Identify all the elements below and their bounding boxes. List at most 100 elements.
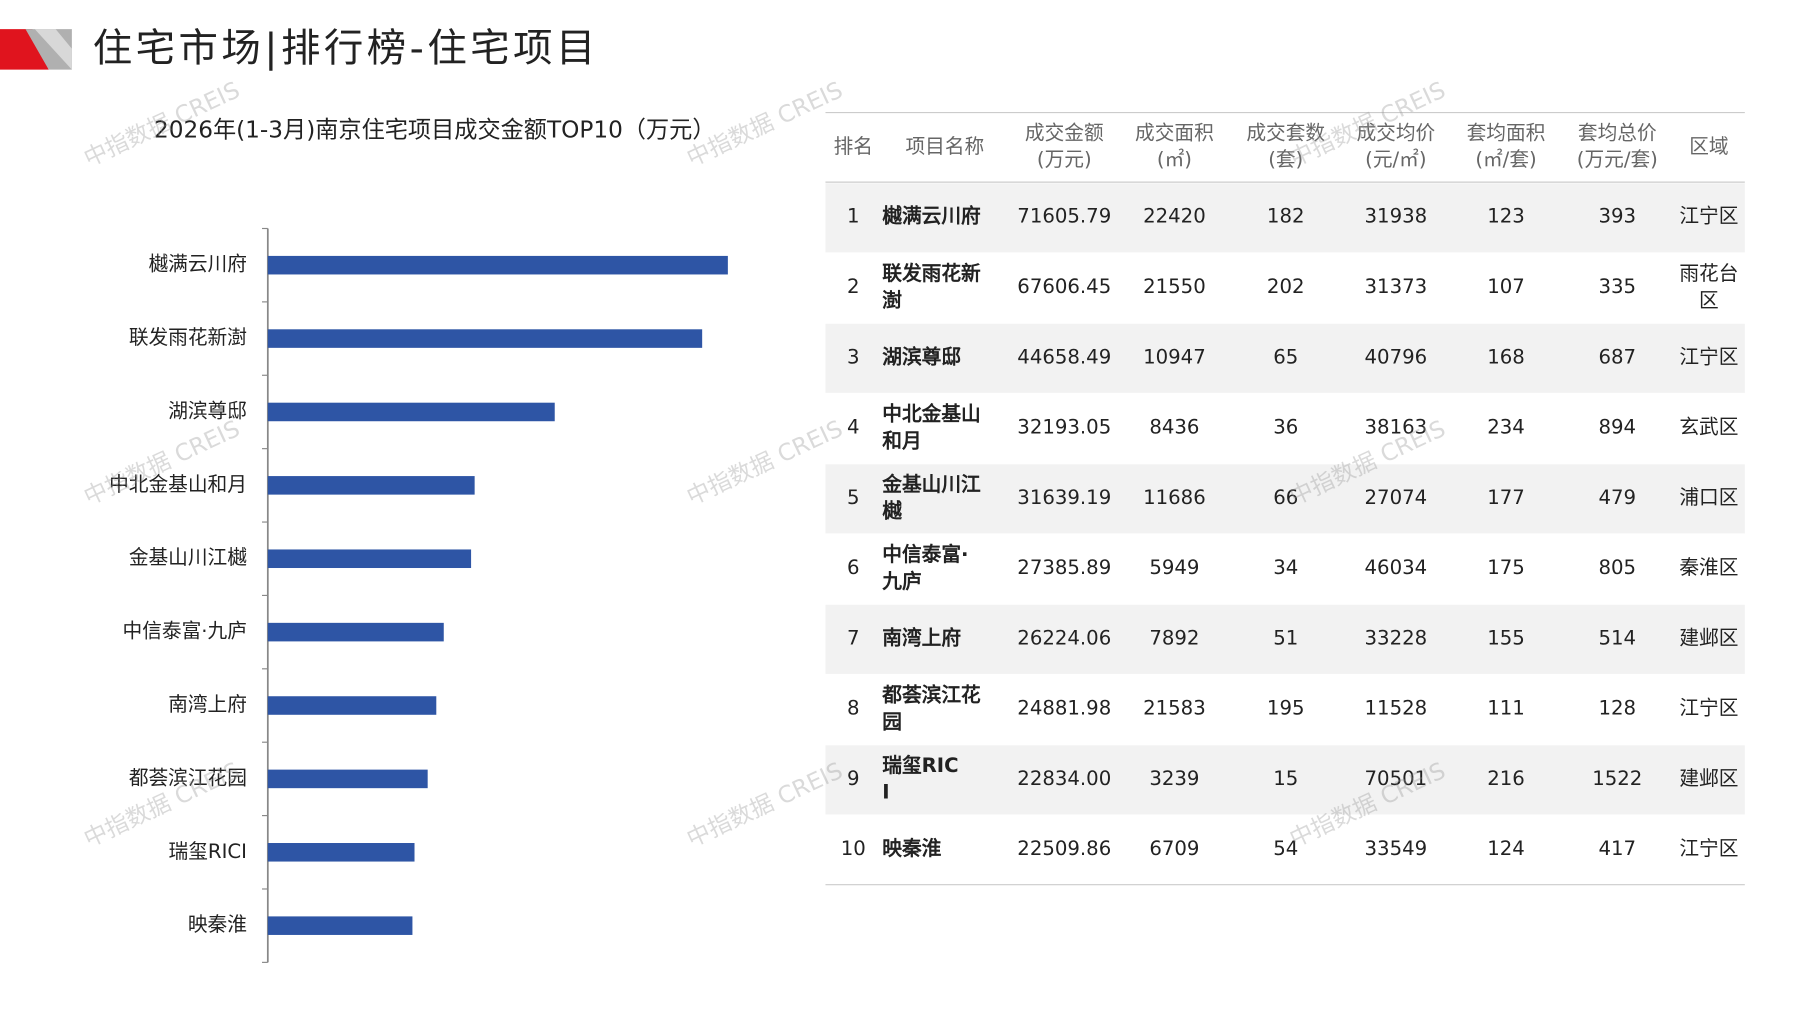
table-cell: 479 — [1599, 486, 1637, 509]
header-cell: 区域 — [1689, 135, 1728, 158]
table-cell: 江宁区 — [1679, 837, 1738, 860]
table-cell: 6709 — [1149, 837, 1199, 860]
table-cell: 31938 — [1365, 205, 1428, 228]
table-cell: 123 — [1487, 205, 1525, 228]
header-cell: 套均总价 — [1578, 122, 1657, 145]
header-cell: 套均面积 — [1467, 122, 1546, 145]
table-cell: 894 — [1599, 416, 1637, 439]
table-cell: 805 — [1599, 556, 1637, 579]
table-cell: 177 — [1487, 486, 1525, 509]
table-cell: 38163 — [1365, 416, 1428, 439]
header-cell: (万元/套) — [1577, 148, 1658, 171]
table-cell: 建邺区 — [1679, 767, 1738, 790]
table-cell: 514 — [1599, 626, 1637, 649]
table-cell: 5 — [847, 486, 860, 509]
table-cell: 182 — [1267, 205, 1305, 228]
table-cell: 10 — [841, 837, 866, 860]
table-cell: 8 — [847, 697, 860, 720]
table-cell: 22420 — [1143, 205, 1206, 228]
table-cell: 都荟滨江花园 — [881, 683, 981, 733]
header-cell: (套) — [1268, 148, 1303, 171]
table-cell: 51 — [1273, 626, 1298, 649]
y-tick-label: 樾满云川府 — [149, 253, 247, 276]
table-cell: 417 — [1599, 837, 1637, 860]
table-cell: 1522 — [1592, 767, 1642, 790]
table-cell: 65 — [1273, 345, 1298, 368]
table-cell: 8436 — [1149, 416, 1199, 439]
bar — [267, 402, 555, 422]
table-cell: 玄武区 — [1679, 416, 1738, 439]
table-cell: 中信泰富·九庐 — [881, 543, 968, 593]
table-cell: 6 — [847, 556, 860, 579]
table-cell: 7 — [847, 626, 860, 649]
table-cell: 11686 — [1143, 486, 1206, 509]
y-tick-label: 瑞玺RICI — [169, 840, 247, 863]
row-shade — [825, 745, 1745, 815]
header-cell: 项目名称 — [905, 135, 984, 158]
header-cell: 成交面积 — [1135, 122, 1214, 145]
table-cell: 联发雨花新澍 — [882, 262, 981, 312]
table-cell: 金基山川江樾 — [881, 472, 981, 522]
table-cell: 33228 — [1365, 626, 1428, 649]
y-tick-label: 联发雨花新澍 — [129, 326, 247, 349]
watermark: 中指数据 CREIS — [80, 415, 244, 511]
header-cell: 成交金额 — [1025, 122, 1104, 145]
row-shade — [825, 323, 1745, 393]
watermark: 中指数据 CREIS — [683, 757, 847, 853]
y-tick-label: 南湾上府 — [168, 693, 247, 716]
table-cell: 5949 — [1149, 556, 1199, 579]
bar — [267, 696, 437, 715]
table-cell: 335 — [1599, 275, 1637, 298]
header-cell: 成交均价 — [1356, 122, 1435, 145]
table-cell: 34 — [1273, 556, 1298, 579]
table-cell: 128 — [1599, 697, 1637, 720]
watermark: 中指数据 CREIS — [683, 415, 847, 511]
bar — [267, 329, 703, 348]
table-cell: 44658.49 — [1017, 345, 1111, 368]
table-cell: 中北金基山和月 — [882, 402, 980, 452]
table-cell: 7892 — [1149, 626, 1199, 649]
table-cell: 21550 — [1143, 275, 1206, 298]
table-cell: 67606.45 — [1017, 275, 1111, 298]
table-cell: 27074 — [1365, 486, 1428, 509]
table-cell: 15 — [1273, 767, 1298, 790]
table-cell: 江宁区 — [1679, 205, 1738, 228]
table-cell: 216 — [1487, 767, 1525, 790]
table-cell: 3 — [847, 345, 860, 368]
table-cell: 27385.89 — [1017, 556, 1111, 579]
table-cell: 31373 — [1365, 275, 1428, 298]
row-shade — [825, 604, 1745, 674]
table-cell: 31639.19 — [1017, 486, 1111, 509]
table-cell: 32193.05 — [1017, 416, 1111, 439]
table-cell: 54 — [1273, 837, 1298, 860]
y-tick-label: 金基山川江樾 — [129, 546, 247, 569]
table-cell: 195 — [1267, 697, 1305, 720]
header-cell: (元/㎡) — [1365, 148, 1426, 171]
y-tick-label: 映秦淮 — [188, 913, 247, 936]
table-cell: 2 — [847, 275, 860, 298]
table-cell: 175 — [1487, 556, 1525, 579]
table-cell: 9 — [847, 767, 860, 790]
table-cell: 瑞玺RIC I — [882, 753, 958, 803]
table-cell: 40796 — [1365, 345, 1428, 368]
header-cell: (㎡) — [1157, 148, 1192, 171]
table-cell: 3239 — [1149, 767, 1199, 790]
table-cell: 11528 — [1365, 697, 1428, 720]
table-cell: 4 — [847, 416, 860, 439]
table-cell: 映秦淮 — [882, 837, 941, 860]
bar — [267, 255, 728, 275]
table-cell: 浦口区 — [1679, 486, 1738, 509]
y-tick-label: 都荟滨江花园 — [129, 766, 247, 789]
page-title: 住宅市场|排行榜-住宅项目 — [93, 26, 599, 72]
y-tick-label: 湖滨尊邸 — [168, 399, 247, 422]
table-cell: 湖滨尊邸 — [882, 345, 961, 368]
row-shade — [825, 183, 1745, 253]
table-cell: 江宁区 — [1679, 697, 1738, 720]
chart-title: 2026年(1-3月)南京住宅项目成交金额TOP10（万元） — [154, 117, 716, 144]
table-cell: 393 — [1599, 205, 1637, 228]
table-cell: 234 — [1487, 416, 1525, 439]
table-cell: 22509.86 — [1017, 837, 1111, 860]
header-cell: 排名 — [834, 135, 873, 158]
table-cell: 樾满云川府 — [882, 205, 981, 228]
table-cell: 155 — [1487, 626, 1525, 649]
